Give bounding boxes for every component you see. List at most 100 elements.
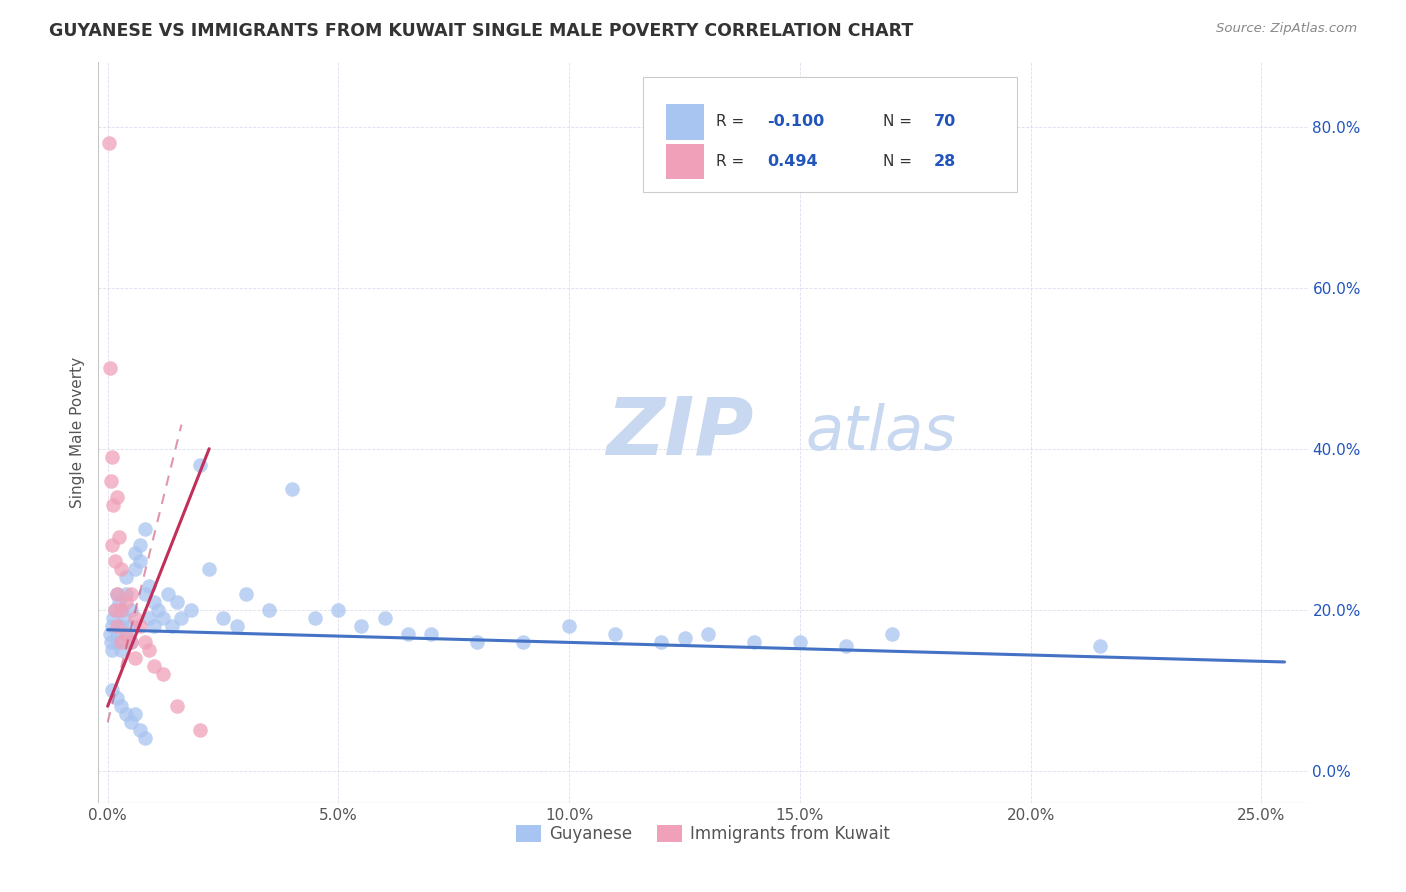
Text: 28: 28 xyxy=(934,154,956,169)
Point xyxy=(112,610,135,624)
Point xyxy=(166,699,188,714)
Point xyxy=(188,458,211,472)
Text: GUYANESE VS IMMIGRANTS FROM KUWAIT SINGLE MALE POVERTY CORRELATION CHART: GUYANESE VS IMMIGRANTS FROM KUWAIT SINGL… xyxy=(49,22,914,40)
Point xyxy=(100,635,122,649)
Point xyxy=(124,562,146,576)
Point xyxy=(115,586,138,600)
Point xyxy=(98,627,121,641)
Point xyxy=(115,627,138,641)
Point xyxy=(789,635,811,649)
Point xyxy=(142,619,165,633)
Point xyxy=(103,554,125,568)
Point xyxy=(882,627,904,641)
Text: ZIP: ZIP xyxy=(606,393,754,472)
Point xyxy=(350,619,373,633)
Point xyxy=(105,586,128,600)
Point xyxy=(129,723,152,738)
Point xyxy=(120,602,142,616)
Point xyxy=(166,594,188,608)
Text: atlas: atlas xyxy=(806,402,956,463)
Point xyxy=(134,731,156,746)
Point xyxy=(115,570,138,584)
Point xyxy=(605,627,627,641)
Point xyxy=(396,627,419,641)
Point xyxy=(105,691,128,706)
Point xyxy=(120,635,142,649)
Point xyxy=(124,610,146,624)
Point xyxy=(142,659,165,673)
Point xyxy=(225,619,247,633)
Point xyxy=(124,707,146,722)
Point xyxy=(134,522,156,536)
Point xyxy=(105,635,128,649)
Point xyxy=(110,602,132,616)
Point xyxy=(512,635,534,649)
Point xyxy=(103,610,125,624)
Y-axis label: Single Male Poverty: Single Male Poverty xyxy=(70,357,86,508)
Point xyxy=(138,578,160,592)
Point xyxy=(101,619,124,633)
Point xyxy=(110,635,132,649)
Text: R =: R = xyxy=(716,154,754,169)
Point xyxy=(180,602,202,616)
Point xyxy=(100,474,122,488)
Point xyxy=(101,538,124,552)
Point xyxy=(120,586,142,600)
Point xyxy=(108,530,131,544)
Point xyxy=(105,586,128,600)
Point xyxy=(696,627,718,641)
Point xyxy=(110,619,132,633)
Point xyxy=(105,627,128,641)
Text: 0.494: 0.494 xyxy=(768,154,818,169)
Point xyxy=(101,450,124,464)
Point xyxy=(742,635,765,649)
Point xyxy=(235,586,257,600)
Text: -0.100: -0.100 xyxy=(768,114,824,129)
Point xyxy=(103,602,125,616)
Point xyxy=(134,635,156,649)
Point xyxy=(148,602,170,616)
Point xyxy=(129,538,152,552)
Point xyxy=(120,715,142,730)
Point xyxy=(558,619,581,633)
Text: R =: R = xyxy=(716,114,749,129)
Point xyxy=(110,643,132,657)
Point xyxy=(374,610,396,624)
Point xyxy=(170,610,193,624)
Point xyxy=(98,361,121,376)
Text: N =: N = xyxy=(883,154,917,169)
Point xyxy=(465,635,488,649)
Point xyxy=(138,610,160,624)
Point xyxy=(419,627,441,641)
Point xyxy=(134,586,156,600)
Point xyxy=(142,594,165,608)
Point xyxy=(115,594,138,608)
Point xyxy=(115,627,138,641)
Point xyxy=(120,619,142,633)
FancyBboxPatch shape xyxy=(643,78,1018,192)
Point xyxy=(650,635,672,649)
Text: 70: 70 xyxy=(934,114,956,129)
Point xyxy=(162,619,184,633)
Text: Source: ZipAtlas.com: Source: ZipAtlas.com xyxy=(1216,22,1357,36)
Point xyxy=(152,667,174,681)
Point xyxy=(304,610,326,624)
Point xyxy=(138,643,160,657)
Point xyxy=(110,602,132,616)
Point xyxy=(835,639,858,653)
Point xyxy=(103,498,125,512)
Point xyxy=(673,631,696,645)
Point xyxy=(103,602,125,616)
Point xyxy=(152,610,174,624)
Point xyxy=(328,602,350,616)
Point xyxy=(124,546,146,560)
Point xyxy=(188,723,211,738)
Point xyxy=(105,490,128,504)
Point xyxy=(129,554,152,568)
Point xyxy=(1088,639,1111,653)
Point xyxy=(156,586,179,600)
Point xyxy=(105,619,128,633)
Point xyxy=(110,699,132,714)
Bar xyxy=(665,104,704,139)
Point xyxy=(124,651,146,665)
